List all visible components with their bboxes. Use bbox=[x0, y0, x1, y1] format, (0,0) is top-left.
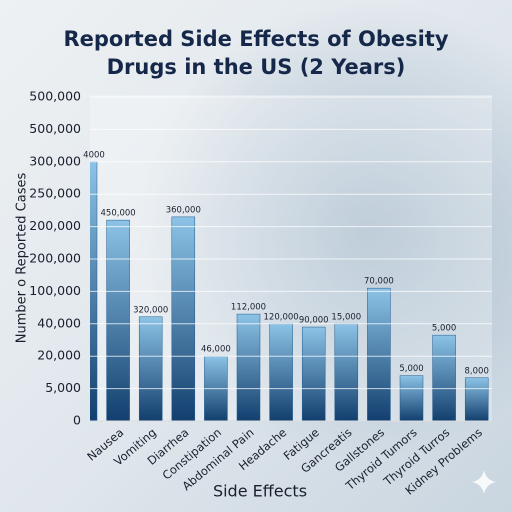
y-tick-label: 500,000 bbox=[29, 121, 81, 136]
bar-annotation: 320,000 bbox=[133, 305, 168, 315]
y-tick-label: 100,000 bbox=[29, 283, 81, 298]
bar-annotation: 46,000 bbox=[201, 345, 231, 355]
bar bbox=[432, 334, 456, 421]
bar bbox=[236, 313, 261, 421]
bar-annotation: 70,000 bbox=[364, 277, 394, 287]
bar bbox=[399, 375, 424, 421]
bar-annotation: 8,000 bbox=[465, 366, 489, 376]
bar-annotation: 4000 bbox=[83, 150, 105, 160]
bar-annotation: 120,000 bbox=[264, 312, 299, 322]
bar bbox=[367, 287, 391, 421]
y-tick-label: 200,000 bbox=[29, 251, 81, 266]
bar-annotation: 90,000 bbox=[299, 316, 329, 326]
y-tick-label: 20,000 bbox=[37, 348, 81, 363]
y-tick-label: 250,000 bbox=[29, 186, 81, 201]
bar-annotation: 5,000 bbox=[399, 364, 423, 374]
x-axis-label: Side Effects bbox=[213, 482, 307, 501]
bar bbox=[334, 323, 359, 421]
y-tick-label: 40,000 bbox=[37, 315, 81, 330]
bar-annotation: 360,000 bbox=[166, 205, 201, 215]
chart-title: Reported Side Effects of Obesity Drugs i… bbox=[63, 27, 449, 79]
title-box: Reported Side Effects of Obesity Drugs i… bbox=[63, 27, 449, 79]
y-tick-label: 200,000 bbox=[29, 218, 81, 233]
bar bbox=[138, 316, 163, 421]
bar bbox=[106, 219, 130, 421]
bar-annotation: 450,000 bbox=[101, 209, 136, 219]
bar-annotation: 112,000 bbox=[231, 303, 266, 313]
y-tick-label: 0 bbox=[73, 413, 81, 428]
bar bbox=[464, 377, 489, 421]
y-tick-label: 500,000 bbox=[29, 89, 81, 104]
bar-annotation: 15,000 bbox=[331, 312, 361, 322]
y-axis-label: Number o Reported Cases bbox=[15, 173, 30, 344]
y-tick-label: 300,000 bbox=[29, 153, 81, 168]
sparkle-icon bbox=[472, 470, 496, 494]
bar bbox=[171, 216, 196, 421]
bar bbox=[301, 326, 326, 421]
y-tick-label: 5,000 bbox=[45, 380, 81, 395]
bar bbox=[269, 323, 293, 421]
bar-annotation: 5,000 bbox=[432, 324, 456, 334]
